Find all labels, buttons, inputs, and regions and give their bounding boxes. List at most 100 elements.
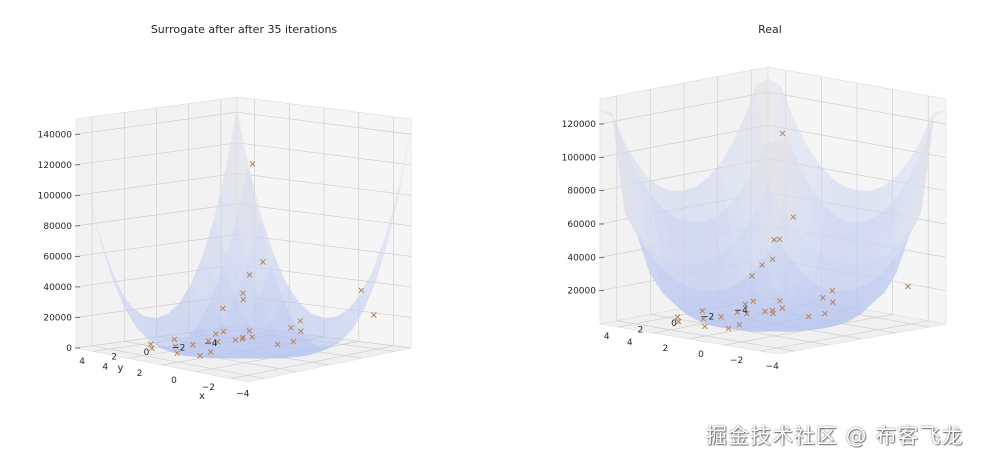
sample-marker [290,338,297,345]
surface-facet [650,195,676,281]
surface-facet [214,169,238,254]
surface-facet [789,171,814,273]
surface-facet [300,313,324,329]
surface-facet [209,348,234,358]
surface-facet [198,338,223,355]
surface-facet [835,310,861,326]
y-tick-label: 0 [671,319,677,329]
sample-marker [240,290,246,297]
surface-facet [269,338,294,355]
surface-facet [764,238,790,295]
surface-facet [328,324,352,346]
surface-facet [235,164,260,265]
z-tick-label: 60000 [43,252,72,262]
z-tick-label: 140000 [38,130,73,140]
surface-facet [211,266,236,322]
x-tick-label: −4 [766,362,780,372]
surface-facet [825,217,850,292]
surface-facet [837,221,862,292]
sample-marker [148,345,155,352]
surface-facet [300,328,325,337]
surface-facet [812,288,838,321]
surface-facet [801,192,826,283]
surface-facet [209,357,233,359]
surface-facet [650,254,675,303]
z-tick-label: 0 [66,344,72,354]
surface-facet [168,302,192,326]
surface-facet [314,329,339,345]
surface-facet [688,286,713,319]
surface-facet [737,329,763,332]
x-tick-label: 0 [171,376,177,386]
surface-facet [223,221,248,298]
sample-marker [246,328,253,334]
surface-facet [281,348,306,357]
sample-marker [370,312,377,318]
y-axis: −4 −2 0 2 4 [604,306,748,342]
surface-facet [848,280,874,316]
surface-facet [756,78,781,185]
surface-facet [811,319,837,330]
x-tick-label: 2 [137,369,143,379]
surface-facet [287,302,312,326]
z-tick-label: 20000 [43,313,72,323]
y-axis-label: y [118,363,124,374]
sample-marker [297,318,304,324]
surface-facet [689,221,714,292]
surface-facet [676,217,701,291]
surface-facet [312,316,337,329]
surface-facet [197,354,222,359]
z-axis: 0 20000 40000 60000 80000 100000 120000 140000 [38,130,80,354]
surface-facet [872,254,898,303]
sample-marker [239,336,246,342]
y-tick-label: −4 [735,306,749,316]
sample-marker [674,314,681,320]
z-tick-label: 20000 [567,287,596,297]
sample-marker [736,321,743,328]
sample-marker [790,214,797,220]
sample-marker [904,283,911,290]
sample-marker [749,273,755,279]
sample-marker [829,299,836,306]
surface-facet [282,323,307,349]
y-tick-label: 2 [111,352,117,362]
surface-facet [256,357,281,359]
z-tick-label: 40000 [567,253,596,263]
surface-facet [258,321,283,349]
sample-marker [771,236,777,243]
sample-marker [220,328,227,335]
sample-marker [189,341,196,348]
surface-facet [270,299,295,339]
sample-marker [769,256,776,263]
samples [674,130,911,332]
surface-facet [340,309,365,340]
x-tick-label: 0 [698,350,704,360]
surface-facet [799,319,825,331]
y-tick-label: −4 [204,339,218,349]
surrogate-plot: Surrogate after after 35 iterations02000… [38,23,412,402]
surface-facet [133,308,158,329]
sample-marker [718,314,724,320]
surface-facet [752,142,778,258]
surface-facet [687,310,713,326]
surface-facet [787,329,812,332]
surface [600,78,946,332]
surface-facet [725,319,751,331]
sample-marker [777,298,783,304]
sample-marker [700,315,707,322]
surface-facet [173,352,198,357]
sample-marker [288,324,294,331]
surface-facet [257,348,282,358]
surface-facet [713,319,738,330]
sample-marker [205,337,212,344]
surface-facet [247,221,272,298]
surface-facet [313,323,338,337]
surface-facet [210,321,235,349]
surface-facet [750,327,776,332]
surface-facet [232,357,257,359]
surface-facet [202,218,227,282]
surface-facet [269,354,294,359]
surface-facet [823,315,849,329]
z-tick-label: 60000 [567,220,596,230]
